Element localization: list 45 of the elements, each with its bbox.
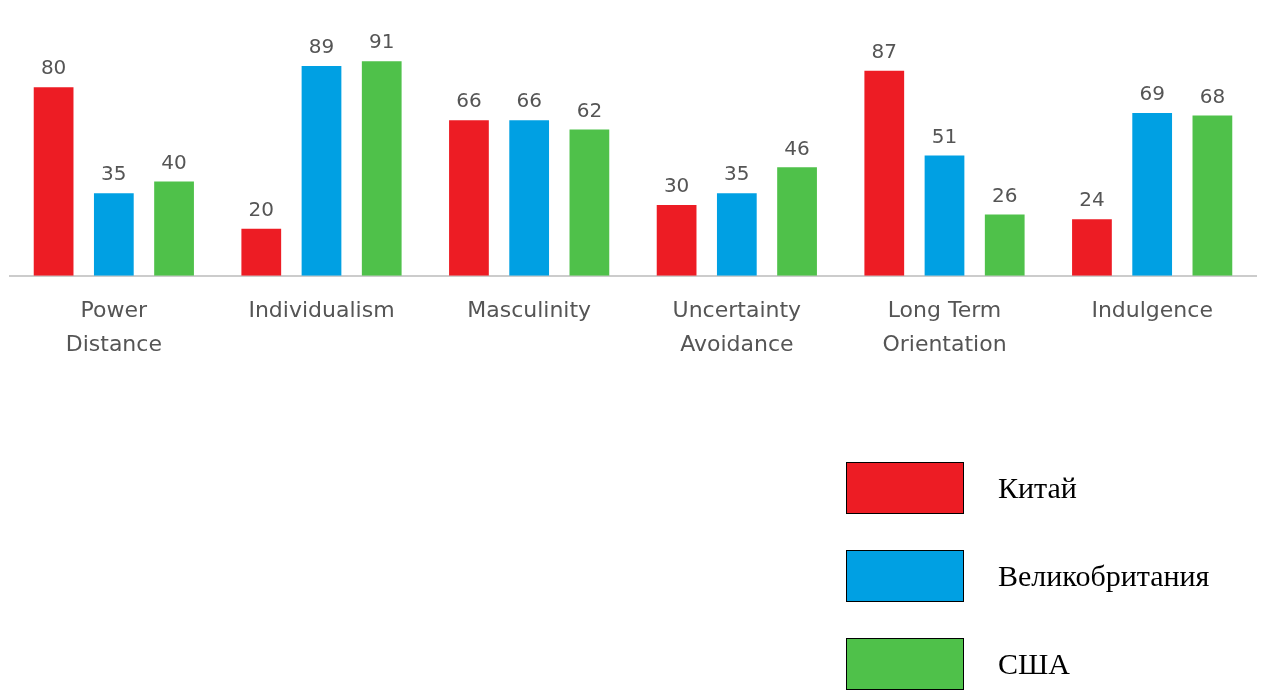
x-tick-label: Indulgence xyxy=(1091,296,1213,322)
data-label: 35 xyxy=(724,161,750,186)
bar xyxy=(864,70,905,276)
legend-label: Китай xyxy=(998,471,1077,505)
data-label: 89 xyxy=(308,34,335,59)
bar xyxy=(1132,113,1173,276)
bar xyxy=(924,155,965,276)
bar xyxy=(716,193,757,276)
bar xyxy=(301,65,342,276)
bar xyxy=(154,181,194,276)
legend-label: США xyxy=(998,647,1070,681)
data-label: 68 xyxy=(1199,83,1226,108)
bar xyxy=(1072,219,1112,276)
bar xyxy=(777,167,817,276)
data-label: 66 xyxy=(516,88,542,113)
x-tick-label: Uncertainty Avoidance xyxy=(672,296,802,356)
data-label: 26 xyxy=(992,182,1018,207)
bar xyxy=(509,120,550,276)
bar xyxy=(569,129,610,276)
bar xyxy=(33,87,74,276)
data-label: 40 xyxy=(161,149,187,174)
bar xyxy=(984,214,1025,276)
data-label: 46 xyxy=(784,135,810,160)
data-label: 62 xyxy=(576,97,603,122)
data-label: 51 xyxy=(931,123,958,148)
bar xyxy=(449,120,489,276)
data-label: 87 xyxy=(871,38,897,63)
bar xyxy=(1192,115,1233,276)
data-label: 66 xyxy=(456,88,482,113)
data-label: 24 xyxy=(1079,187,1105,212)
x-tick-label: Power Distance xyxy=(65,296,162,356)
bar xyxy=(656,205,697,276)
x-tick-label: Long Term Orientation xyxy=(882,296,1007,356)
bar xyxy=(361,61,402,276)
data-label: 30 xyxy=(663,173,690,198)
data-label: 20 xyxy=(248,196,274,221)
bar xyxy=(241,228,282,276)
legend-label: Великобритания xyxy=(998,559,1210,593)
x-tick-label: Masculinity xyxy=(467,296,592,322)
bar xyxy=(93,193,134,276)
data-label: 35 xyxy=(101,161,127,186)
data-label: 69 xyxy=(1139,81,1165,106)
data-label: 91 xyxy=(369,29,395,54)
data-label: 80 xyxy=(40,55,67,80)
x-tick-label: Individualism xyxy=(248,296,395,322)
